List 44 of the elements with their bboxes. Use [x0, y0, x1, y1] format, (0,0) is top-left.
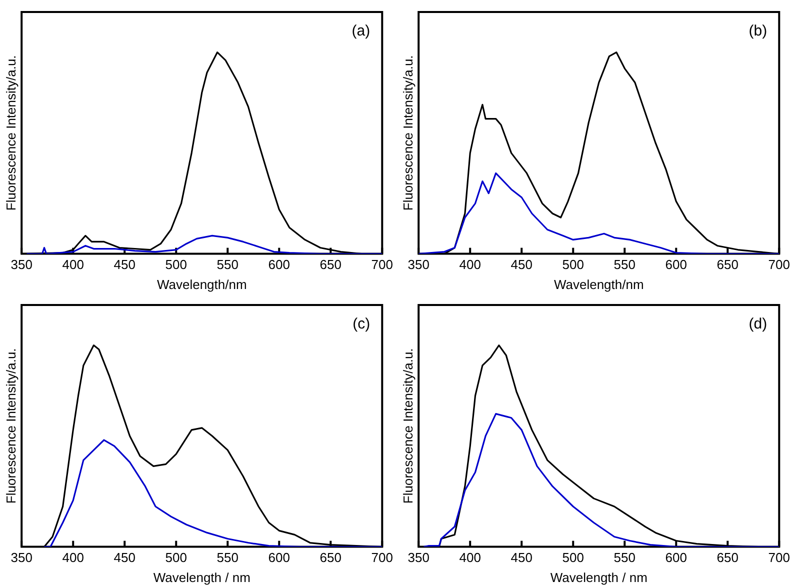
x-tick-label: 500 [562, 257, 584, 272]
x-tick-label: 350 [10, 550, 32, 566]
x-axis-title: Wavelength/nm [156, 276, 247, 292]
x-tick-label: 450 [510, 257, 532, 272]
x-tick-label: 550 [216, 257, 238, 272]
x-tick-label: 600 [268, 550, 290, 566]
x-tick-label: 350 [408, 550, 430, 566]
x-axis-title: Wavelength / nm [550, 570, 648, 585]
text: (b) [748, 22, 768, 40]
x-tick-label: 650 [320, 257, 342, 272]
x-tick-label: 600 [665, 550, 687, 566]
x-tick-label: 400 [62, 550, 84, 566]
x-tick-label: 500 [165, 550, 187, 566]
y-axis-title: Fluorescence Intensity/a.u. [3, 55, 18, 211]
x-tick-label: 700 [768, 257, 790, 272]
x-tick-label: 450 [510, 550, 532, 566]
x-tick-label: 650 [716, 550, 738, 566]
text: (c) [352, 316, 370, 333]
x-tick-label: 700 [371, 257, 394, 272]
x-tick-label: 400 [459, 550, 481, 566]
x-tick-label: 600 [268, 257, 290, 272]
x-tick-label: 450 [114, 550, 136, 566]
x-tick-label: 350 [408, 257, 430, 272]
text: (a) [352, 22, 370, 40]
x-tick-label: 700 [768, 550, 790, 566]
x-tick-label: 650 [320, 550, 342, 566]
x-axis-title: Wavelength / nm [153, 570, 250, 585]
x-tick-label: 500 [165, 257, 187, 272]
x-tick-label: 450 [114, 257, 136, 272]
y-axis-title: Fluorescence Intensity/a.u. [3, 348, 18, 504]
x-axis-title: Wavelength/nm [554, 276, 644, 292]
x-tick-label: 550 [216, 550, 238, 566]
x-tick-label: 400 [459, 257, 481, 272]
text: (d) [748, 316, 768, 333]
y-axis-title: Fluorescence Intensity/a.u. [400, 348, 416, 504]
x-tick-label: 550 [614, 257, 636, 272]
x-tick-label: 500 [562, 550, 584, 566]
x-tick-label: 650 [716, 257, 738, 272]
y-axis-title: Fluorescence Intensity/a.u. [400, 55, 416, 211]
x-tick-label: 400 [62, 257, 84, 272]
x-tick-label: 350 [10, 257, 32, 272]
x-tick-label: 600 [665, 257, 687, 272]
x-tick-label: 550 [614, 550, 636, 566]
x-tick-label: 700 [371, 550, 394, 566]
